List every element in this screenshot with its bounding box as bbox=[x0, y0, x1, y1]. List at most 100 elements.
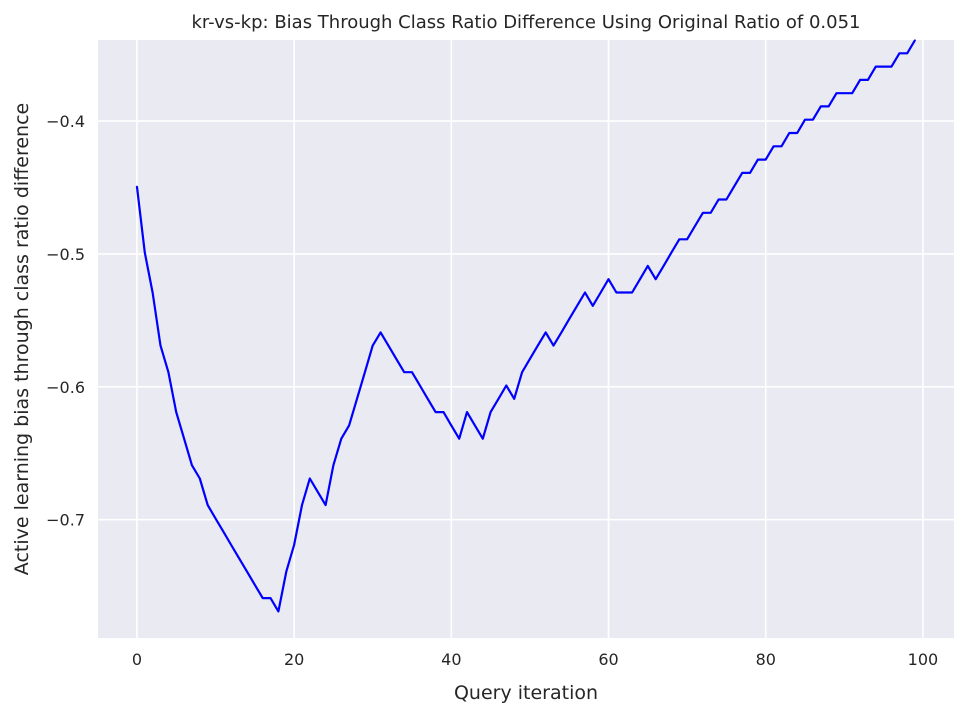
data-point bbox=[207, 504, 209, 506]
data-point bbox=[301, 504, 303, 506]
data-point bbox=[521, 371, 523, 373]
x-axis-label: Query iteration bbox=[454, 682, 598, 704]
data-point bbox=[254, 584, 256, 586]
data-point bbox=[230, 544, 232, 546]
y-tick-label: −0.4 bbox=[46, 112, 85, 131]
data-point bbox=[183, 438, 185, 440]
data-point bbox=[631, 291, 633, 294]
data-point bbox=[325, 504, 327, 506]
data-point bbox=[615, 291, 618, 294]
data-point bbox=[796, 132, 798, 134]
data-point bbox=[883, 66, 885, 68]
data-points bbox=[136, 39, 916, 613]
data-point bbox=[600, 291, 602, 294]
data-point bbox=[773, 145, 775, 147]
data-point bbox=[560, 331, 563, 333]
data-point bbox=[419, 384, 421, 387]
data-point bbox=[199, 477, 201, 480]
x-tick-label: 20 bbox=[284, 650, 304, 669]
data-point bbox=[285, 571, 287, 573]
data-point bbox=[749, 172, 751, 174]
data-point bbox=[906, 52, 908, 54]
data-point bbox=[214, 517, 217, 520]
data-point bbox=[159, 345, 162, 347]
x-gridlines bbox=[136, 40, 924, 638]
data-point bbox=[136, 185, 138, 187]
data-point bbox=[804, 119, 806, 121]
data-point bbox=[898, 52, 901, 54]
data-point bbox=[584, 291, 586, 294]
data-point bbox=[576, 305, 578, 307]
data-point bbox=[513, 398, 515, 400]
data-point bbox=[340, 438, 342, 440]
data-point bbox=[269, 597, 272, 599]
data-point bbox=[686, 238, 688, 240]
data-point bbox=[655, 278, 657, 280]
x-tick-label: 40 bbox=[441, 650, 461, 669]
data-point bbox=[843, 92, 845, 94]
data-point bbox=[466, 411, 468, 413]
x-tick-label: 100 bbox=[908, 650, 939, 669]
data-point bbox=[741, 172, 743, 174]
data-point bbox=[482, 438, 484, 440]
data-point bbox=[890, 66, 893, 68]
data-point bbox=[639, 278, 641, 280]
data-point bbox=[348, 424, 350, 426]
series-line-bias bbox=[135, 39, 917, 613]
data-point bbox=[552, 345, 555, 347]
data-point bbox=[435, 411, 437, 413]
data-point bbox=[458, 438, 460, 440]
data-point bbox=[592, 305, 594, 307]
data-point bbox=[678, 238, 680, 240]
data-point bbox=[725, 198, 728, 201]
data-point bbox=[537, 345, 539, 347]
plot-area bbox=[98, 40, 954, 638]
data-point bbox=[474, 424, 476, 426]
data-point bbox=[914, 39, 916, 41]
x-tick-label: 80 bbox=[756, 650, 776, 669]
data-point bbox=[167, 371, 169, 373]
y-tick-label: −0.7 bbox=[46, 511, 85, 530]
data-point bbox=[757, 159, 759, 161]
data-point bbox=[144, 252, 146, 254]
data-point bbox=[702, 212, 704, 214]
data-point bbox=[568, 318, 570, 320]
y-axis-label: Active learning bias through class ratio… bbox=[11, 103, 33, 575]
data-point bbox=[788, 132, 790, 134]
data-point bbox=[820, 105, 822, 107]
data-point bbox=[647, 265, 649, 267]
data-point bbox=[670, 252, 673, 254]
data-point bbox=[859, 79, 861, 81]
data-point bbox=[710, 212, 712, 214]
data-point bbox=[372, 345, 374, 347]
data-point bbox=[623, 291, 625, 294]
data-point bbox=[191, 464, 193, 466]
data-point bbox=[505, 384, 507, 387]
data-point bbox=[694, 225, 696, 227]
data-point bbox=[309, 477, 311, 480]
data-point bbox=[812, 119, 814, 121]
y-tick-label: −0.5 bbox=[46, 245, 85, 264]
data-point bbox=[222, 531, 224, 533]
data-point bbox=[293, 544, 295, 546]
data-point bbox=[733, 185, 735, 187]
data-point bbox=[442, 411, 445, 413]
data-point bbox=[765, 159, 767, 161]
x-tick-label: 0 bbox=[132, 650, 142, 669]
data-point bbox=[238, 557, 240, 559]
data-point bbox=[835, 92, 838, 94]
y-gridlines bbox=[98, 120, 954, 521]
x-tick-labels: 0 20 40 60 80 100 bbox=[132, 650, 938, 669]
data-point bbox=[427, 398, 429, 400]
data-point bbox=[317, 491, 319, 493]
data-point bbox=[356, 398, 358, 400]
data-point bbox=[718, 198, 720, 201]
data-point bbox=[490, 411, 492, 413]
data-point bbox=[152, 291, 154, 294]
data-point bbox=[867, 79, 869, 81]
y-tick-label: −0.6 bbox=[46, 378, 85, 397]
data-point bbox=[851, 92, 853, 94]
data-point bbox=[411, 371, 413, 373]
data-point bbox=[545, 331, 547, 333]
data-point bbox=[395, 358, 397, 360]
